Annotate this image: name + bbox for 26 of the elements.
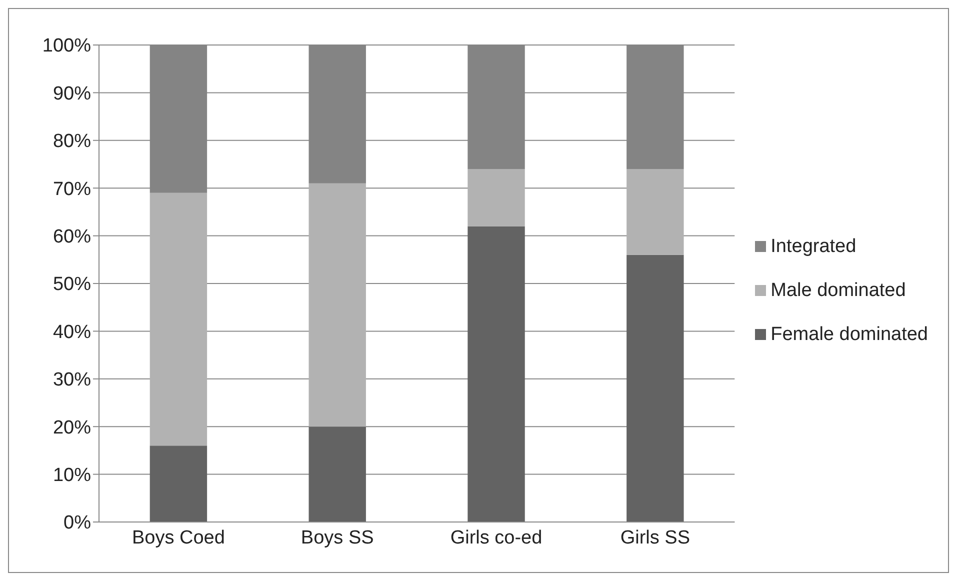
y-tick-label: 80% xyxy=(52,131,92,152)
x-tick-label: Boys SS xyxy=(300,527,374,548)
y-tick-label: 60% xyxy=(52,226,92,248)
bar xyxy=(468,226,525,522)
y-tick-label: 30% xyxy=(52,370,92,391)
y-tick-label: 70% xyxy=(52,178,92,200)
x-tick-label: Girls co-ed xyxy=(450,527,542,548)
y-tick-label: 40% xyxy=(52,322,92,343)
legend-label: Female dominated xyxy=(770,324,928,346)
bar xyxy=(626,169,684,255)
y-tick-label: 100% xyxy=(42,36,92,57)
y-tick-label: 20% xyxy=(52,417,92,438)
bar xyxy=(308,426,366,522)
x-tick-label: Girls SS xyxy=(620,527,690,548)
bar xyxy=(150,192,208,446)
y-tick-label: 10% xyxy=(52,465,92,486)
legend-label: Male dominated xyxy=(770,280,906,302)
bar xyxy=(468,169,525,226)
bar xyxy=(626,254,684,522)
bar xyxy=(150,446,208,522)
y-tick-label: 90% xyxy=(52,83,92,104)
legend-label: Integrated xyxy=(770,236,856,258)
x-tick-label: Boys Coed xyxy=(132,527,225,548)
y-tick-label: 0% xyxy=(64,512,92,534)
bar xyxy=(308,183,366,427)
y-tick-label: 50% xyxy=(52,274,92,296)
